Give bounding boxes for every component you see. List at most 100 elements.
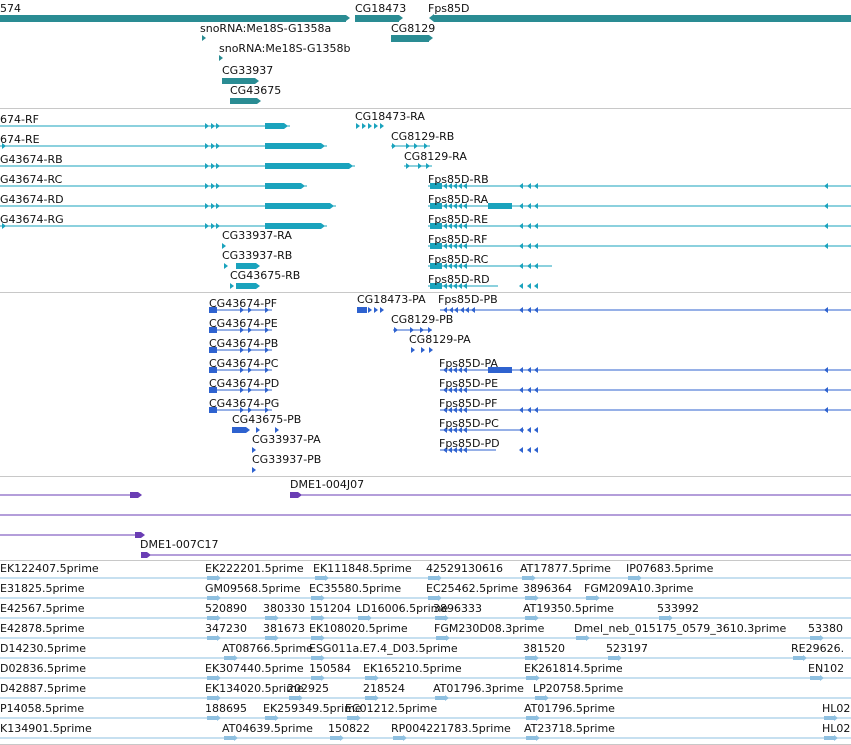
transcript-label[interactable]: CG43675-RB: [230, 269, 301, 282]
est-segment[interactable]: [525, 616, 535, 620]
protein-exon[interactable]: [232, 427, 246, 433]
transcript-label[interactable]: G43674-RB: [0, 153, 63, 166]
gene-glyph[interactable]: [355, 15, 399, 22]
est-label[interactable]: 218524: [363, 682, 405, 695]
est-segment[interactable]: [525, 596, 535, 600]
est-segment[interactable]: [207, 696, 217, 700]
est-segment[interactable]: [436, 636, 446, 640]
est-segment[interactable]: [330, 736, 340, 740]
est-segment[interactable]: [435, 616, 445, 620]
est-segment[interactable]: [224, 656, 234, 660]
est-segment[interactable]: [428, 596, 438, 600]
est-segment[interactable]: [207, 576, 217, 580]
est-label[interactable]: EK261814.5prime: [524, 662, 623, 675]
transcript-label[interactable]: CG18473-RA: [355, 110, 425, 123]
gene-label[interactable]: CG43675: [230, 84, 282, 97]
transcript-exon[interactable]: [430, 223, 442, 229]
est-segment[interactable]: [311, 636, 321, 640]
est-segment[interactable]: [311, 616, 321, 620]
est-label[interactable]: E31825.5prime: [0, 582, 85, 595]
protein-label[interactable]: CG43674-PF: [209, 297, 278, 310]
protein-label[interactable]: CG43674-PC: [209, 357, 279, 370]
est-segment[interactable]: [810, 676, 820, 680]
gene-label[interactable]: snoRNA:Me18S-G1358b: [219, 42, 351, 55]
gene-glyph[interactable]: [434, 15, 851, 22]
est-label[interactable]: D02836.5prime: [0, 662, 87, 675]
est-segment[interactable]: [207, 676, 217, 680]
transcript-exon[interactable]: [430, 203, 442, 209]
est-label[interactable]: D14230.5prime: [0, 642, 87, 655]
est-segment[interactable]: [265, 636, 275, 640]
est-label[interactable]: AT01796.5prime: [524, 702, 615, 715]
est-segment[interactable]: [365, 676, 375, 680]
protein-label[interactable]: CG43674-PE: [209, 317, 278, 330]
protein-exon[interactable]: [209, 387, 217, 393]
protein-exon[interactable]: [209, 307, 217, 313]
est-label[interactable]: P14058.5prime: [0, 702, 85, 715]
est-segment[interactable]: [810, 636, 820, 640]
est-segment[interactable]: [207, 596, 217, 600]
est-label[interactable]: 151204: [309, 602, 351, 615]
protein-label[interactable]: CG8129-PA: [409, 333, 471, 346]
est-label[interactable]: RE29626.: [791, 642, 845, 655]
est-label[interactable]: LP20758.5prime: [533, 682, 624, 695]
transcript-exon[interactable]: [265, 123, 284, 129]
est-label[interactable]: EK122407.5prime: [0, 562, 99, 575]
protein-label[interactable]: Fps85D-PD: [439, 437, 500, 450]
est-label[interactable]: ESG011a.E7.4_D03.5prime: [309, 642, 458, 655]
gene-label[interactable]: CG33937: [222, 64, 274, 77]
transcript-label[interactable]: Fps85D-RB: [428, 173, 489, 186]
est-segment[interactable]: [365, 696, 375, 700]
transcript-exon[interactable]: [265, 143, 321, 149]
est-label[interactable]: IP07683.5prime: [626, 562, 714, 575]
protein-label[interactable]: CG43674-PB: [209, 337, 279, 350]
est-label[interactable]: EN102: [808, 662, 845, 675]
est-segment[interactable]: [265, 616, 275, 620]
est-segment[interactable]: [525, 656, 535, 660]
est-segment[interactable]: [428, 576, 438, 580]
est-segment[interactable]: [347, 716, 357, 720]
clone-label[interactable]: DME1-007C17: [140, 538, 219, 551]
protein-label[interactable]: CG43674-PG: [209, 397, 280, 410]
est-segment[interactable]: [311, 676, 321, 680]
est-segment[interactable]: [522, 576, 532, 580]
est-label[interactable]: AT17877.5prime: [520, 562, 611, 575]
gene-glyph[interactable]: [0, 15, 346, 22]
est-label[interactable]: E42567.5prime: [0, 602, 85, 615]
est-segment[interactable]: [608, 656, 618, 660]
est-label[interactable]: FGM209A10.3prime: [584, 582, 694, 595]
est-segment[interactable]: [526, 716, 536, 720]
transcript-exon[interactable]: [265, 163, 349, 169]
est-segment[interactable]: [393, 736, 403, 740]
est-label[interactable]: 347230: [205, 622, 247, 635]
est-label[interactable]: EK307440.5prime: [205, 662, 304, 675]
protein-label[interactable]: CG8129-PB: [391, 313, 454, 326]
est-label[interactable]: EK165210.5prime: [363, 662, 462, 675]
est-segment[interactable]: [824, 716, 834, 720]
protein-label[interactable]: Fps85D-PE: [439, 377, 499, 390]
est-label[interactable]: GM09568.5prime: [205, 582, 301, 595]
est-segment[interactable]: [311, 596, 321, 600]
transcript-exon[interactable]: [430, 183, 442, 189]
est-label[interactable]: EK222201.5prime: [205, 562, 304, 575]
protein-label[interactable]: Fps85D-PB: [438, 293, 498, 306]
est-label[interactable]: EC25462.5prime: [426, 582, 519, 595]
protein-label[interactable]: Fps85D-PF: [439, 397, 498, 410]
est-label[interactable]: D42887.5prime: [0, 682, 87, 695]
transcript-exon[interactable]: [488, 203, 512, 209]
transcript-exon[interactable]: [430, 243, 442, 249]
transcript-label[interactable]: Fps85D-RA: [428, 193, 489, 206]
est-segment[interactable]: [535, 696, 545, 700]
gene-label[interactable]: CG18473: [355, 2, 407, 15]
protein-exon[interactable]: [209, 327, 217, 333]
est-label[interactable]: HL02: [822, 722, 851, 735]
est-segment[interactable]: [824, 736, 834, 740]
est-label[interactable]: AT01796.3prime: [433, 682, 524, 695]
clone-label[interactable]: DME1-004J07: [290, 478, 365, 491]
transcript-exon[interactable]: [265, 223, 321, 229]
est-label[interactable]: 150584: [309, 662, 351, 675]
est-segment[interactable]: [265, 716, 275, 720]
protein-exon[interactable]: [209, 367, 217, 373]
gene-glyph[interactable]: [391, 35, 429, 42]
protein-exon[interactable]: [209, 347, 217, 353]
